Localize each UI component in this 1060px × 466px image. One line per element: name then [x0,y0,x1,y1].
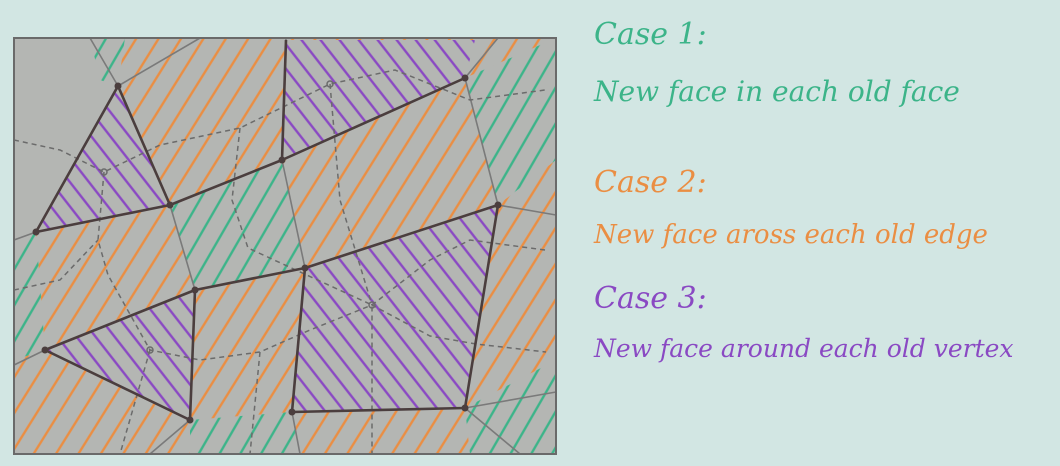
case3-title: Case 3: [594,281,707,316]
purple-face-hatch [36,86,170,232]
green-face-hatch [190,412,300,454]
green-face-hatch [14,232,45,360]
diagram-frame [13,37,557,455]
purple-face-hatch [45,290,195,420]
solid-edges [34,39,500,422]
dashed-edges [14,69,547,454]
green-face-hatch [465,360,556,454]
face-center-markers [100,80,376,354]
case1-description: New face in each old face [594,75,960,108]
subdivision-diagram [13,37,557,455]
green-face [14,38,125,260]
green-face-hatch [90,38,125,86]
case2-title: Case 2: [594,165,707,200]
case1-title: Case 1: [594,17,707,52]
mesh-vertices [32,74,502,424]
purple-face-hatch [282,40,475,160]
case2-description: New face aross each old edge [594,220,988,250]
case3-description: New face around each old vertex [594,334,1014,363]
